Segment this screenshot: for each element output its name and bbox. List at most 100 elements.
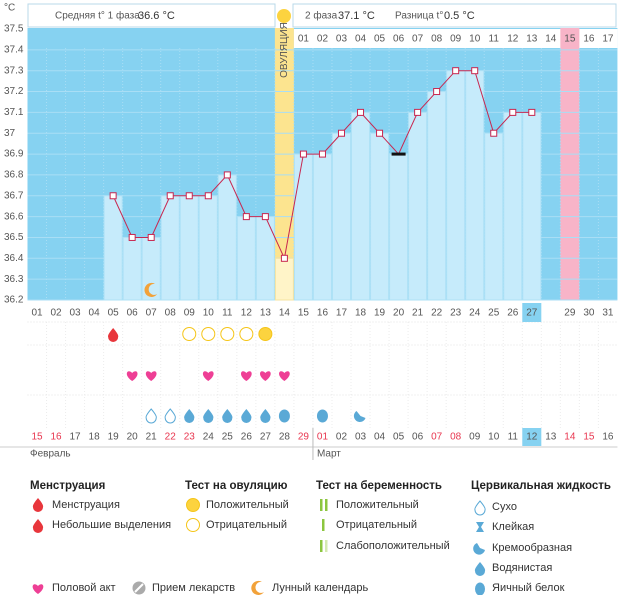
creamy-icon [353, 411, 366, 422]
legend-icon [325, 499, 328, 511]
cycle-day: 29 [564, 308, 576, 319]
y-tick-label: 36.6 [4, 211, 24, 222]
heart-icon [32, 584, 44, 594]
date: 04 [374, 432, 386, 443]
cycle-day: 05 [108, 308, 120, 319]
legend-item: Водянистая [492, 562, 552, 574]
cycle-day: 08 [165, 308, 177, 319]
bar [484, 132, 504, 301]
date: 19 [108, 432, 120, 443]
dry-icon [164, 408, 176, 424]
phase2-row [293, 29, 618, 48]
phase2-day: 05 [374, 34, 386, 45]
date: 16 [50, 432, 62, 443]
bar [465, 70, 485, 301]
cycle-day: 21 [412, 308, 424, 319]
bar [179, 195, 199, 301]
date: 21 [146, 432, 158, 443]
phase2-day: 04 [355, 34, 367, 45]
date: 25 [222, 432, 234, 443]
y-tick-label: 36.2 [4, 295, 24, 306]
legend-item: Лунный календарь [272, 582, 369, 594]
phase1-box [27, 3, 276, 28]
cycle-day: 27 [526, 308, 538, 319]
legend-item: Положительный [336, 499, 419, 511]
cycle-day: 24 [469, 308, 481, 319]
watery-icon [203, 409, 214, 423]
legend-icon [474, 562, 486, 576]
legend-icon [134, 583, 144, 593]
ovulation-negative [239, 327, 254, 341]
date: 27 [260, 432, 272, 443]
phase2-day: 08 [431, 34, 443, 45]
legend-icon [320, 499, 323, 511]
y-tick-label: 37.1 [4, 107, 24, 118]
watery-icon [241, 409, 252, 423]
date: 12 [526, 432, 538, 443]
y-tick-label: 36.7 [4, 190, 24, 201]
point [452, 67, 460, 75]
month-label: Февраль [30, 449, 71, 460]
y-tick-label: 36.4 [4, 253, 24, 264]
point [109, 192, 117, 200]
cycle-day: 17 [336, 308, 348, 319]
watery-icon [260, 409, 271, 423]
date: 24 [203, 432, 215, 443]
diff-label: Разница t° [395, 11, 443, 22]
cycle-day: 30 [583, 308, 595, 319]
cycle-day: 12 [241, 308, 253, 319]
phase1-label: Средняя t° 1 фаза [55, 10, 140, 22]
diff-value: 0.5 °C [444, 10, 475, 22]
legend-icon [325, 540, 328, 552]
phase2-day: 09 [450, 34, 462, 45]
bar [370, 132, 390, 301]
date: 07 [431, 432, 443, 443]
legend-item: Яичный белок [492, 582, 565, 594]
dry-icon [145, 408, 157, 424]
heart-icon [260, 371, 271, 381]
bar [389, 153, 409, 301]
point [204, 192, 212, 200]
egg-white-icon [278, 409, 290, 423]
phase2-value: 37.1 °C [338, 10, 375, 22]
point [490, 129, 498, 137]
date: 05 [393, 432, 405, 443]
date: 20 [127, 432, 139, 443]
point [318, 150, 326, 158]
date: 08 [450, 432, 462, 443]
cycle-day: 18 [355, 308, 367, 319]
point [414, 108, 422, 116]
spotting-icon [107, 328, 119, 342]
cycle-day: 26 [507, 308, 519, 319]
ovulation-negative [220, 327, 235, 341]
ovulation-negative [182, 327, 197, 341]
bar [446, 70, 466, 301]
date: 15 [31, 432, 43, 443]
legend-icon [320, 540, 323, 552]
legend-item: Кремообразная [492, 542, 572, 554]
legend-title: Цервикальная жидкость [471, 480, 611, 492]
cycle-day: 11 [222, 308, 233, 319]
legend-icon [32, 519, 44, 533]
phase2-day: 14 [545, 34, 557, 45]
bar [198, 195, 218, 301]
phase2-day: 15 [564, 34, 576, 45]
phase2-day: 07 [412, 34, 424, 45]
phase2-day: 11 [489, 34, 500, 45]
legend-item: Слабоположительный [336, 540, 450, 552]
legend-icon [474, 500, 486, 516]
cycle-day: 19 [374, 308, 386, 319]
phase2-day: 13 [526, 34, 538, 45]
phase2-day: 10 [469, 34, 481, 45]
y-tick-label: 37.5 [4, 24, 24, 35]
date: 11 [508, 432, 519, 443]
heart-icon [145, 371, 157, 381]
legend-icon [476, 522, 484, 532]
moon-icon [251, 580, 264, 595]
legend-item: Отрицательный [206, 519, 287, 531]
bar [427, 91, 447, 301]
ovulation-negative [201, 327, 216, 341]
cycle-day: 01 [31, 308, 43, 319]
legend-title: Тест на овуляцию [185, 480, 288, 492]
